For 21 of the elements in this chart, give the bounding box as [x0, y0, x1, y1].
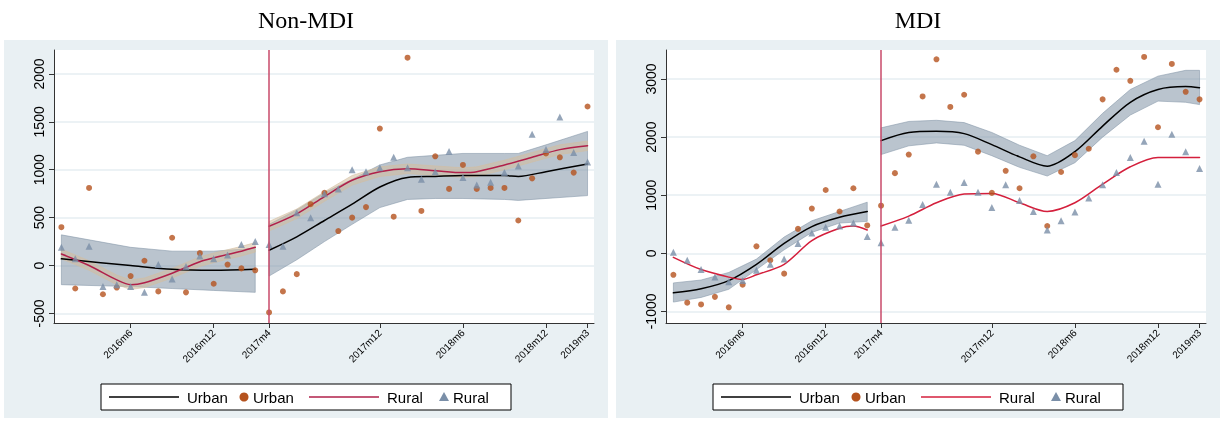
legend-label: Rural: [999, 388, 1035, 406]
legend-label: Urban: [187, 388, 228, 406]
chart-title: Non-MDI: [257, 6, 355, 35]
legend-label: Urban: [799, 388, 840, 406]
y-tick-label: 0: [643, 249, 659, 258]
legend-label: Rural: [387, 388, 423, 406]
y-tick-label: 1500: [31, 106, 47, 138]
y-tick-label: 2000: [31, 58, 47, 90]
y-tick-label: 1000: [643, 179, 659, 211]
y-tick-label: 3000: [643, 63, 659, 95]
y-tick-label: -500: [31, 299, 47, 328]
y-tick-label: 0: [31, 261, 47, 270]
chart-title: MDI: [893, 6, 943, 35]
legend-label: Rural: [1065, 388, 1101, 406]
y-tick-label: 500: [31, 205, 47, 230]
legend-label: Urban: [253, 388, 294, 406]
legend-label: Rural: [453, 388, 489, 406]
y-tick-label: 2000: [643, 121, 659, 153]
y-tick-label: -1000: [643, 293, 659, 330]
y-tick-label: 1000: [31, 153, 47, 186]
legend-label: Urban: [865, 388, 906, 406]
